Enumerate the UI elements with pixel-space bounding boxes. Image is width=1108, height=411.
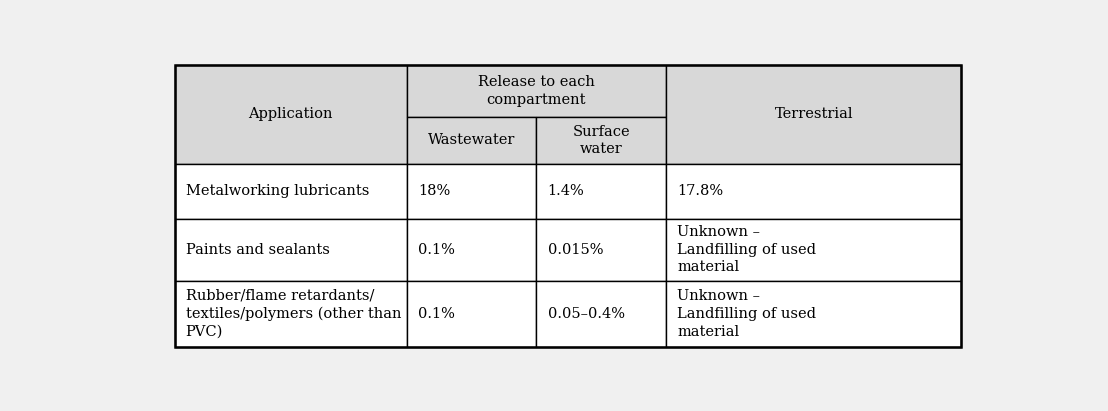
Text: 18%: 18%: [418, 184, 450, 198]
Text: 0.05–0.4%: 0.05–0.4%: [547, 307, 625, 321]
Text: Application: Application: [248, 107, 332, 121]
Bar: [666, 164, 961, 219]
Bar: [175, 65, 407, 164]
Bar: [666, 65, 961, 164]
Text: Unknown –
Landfilling of used
material: Unknown – Landfilling of used material: [677, 225, 817, 275]
Text: Wastewater: Wastewater: [428, 134, 515, 148]
Text: Terrestrial: Terrestrial: [774, 107, 853, 121]
Bar: [407, 281, 536, 347]
Bar: [407, 219, 536, 281]
Bar: [536, 281, 666, 347]
Text: 0.1%: 0.1%: [418, 307, 454, 321]
Text: Paints and sealants: Paints and sealants: [186, 242, 329, 256]
Bar: [175, 164, 407, 219]
Bar: [175, 281, 407, 347]
Text: Release to each
compartment: Release to each compartment: [478, 75, 595, 107]
Bar: [536, 117, 666, 164]
Bar: [666, 281, 961, 347]
Bar: [175, 65, 961, 347]
Text: 0.1%: 0.1%: [418, 242, 454, 256]
Bar: [536, 219, 666, 281]
Bar: [407, 65, 666, 117]
Bar: [536, 164, 666, 219]
Text: 0.015%: 0.015%: [547, 242, 603, 256]
Bar: [175, 219, 407, 281]
Text: Surface
water: Surface water: [573, 125, 630, 157]
Bar: [407, 164, 536, 219]
Bar: [666, 219, 961, 281]
Text: Unknown –
Landfilling of used
material: Unknown – Landfilling of used material: [677, 289, 817, 339]
Text: 17.8%: 17.8%: [677, 184, 724, 198]
Text: Metalworking lubricants: Metalworking lubricants: [186, 184, 369, 198]
Text: Rubber/flame retardants/
textiles/polymers (other than
PVC): Rubber/flame retardants/ textiles/polyme…: [186, 289, 401, 339]
Text: 1.4%: 1.4%: [547, 184, 584, 198]
Bar: [407, 117, 536, 164]
